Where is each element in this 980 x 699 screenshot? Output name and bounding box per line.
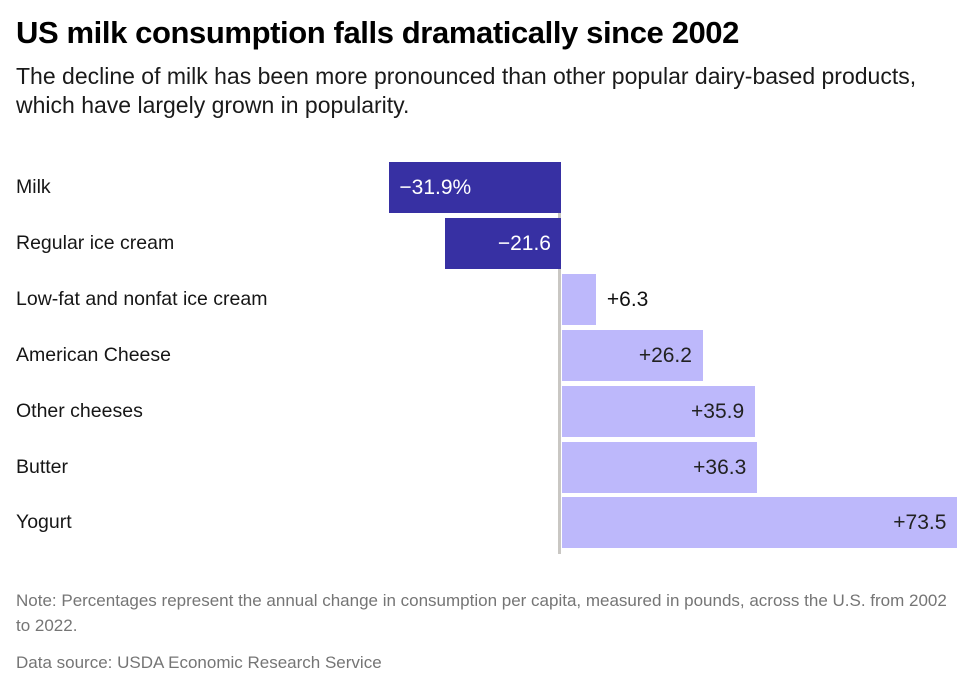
bar-value-label: +73.5: [893, 511, 947, 535]
bar-category-label: Butter: [16, 455, 69, 478]
bar-positive[interactable]: [562, 497, 958, 549]
bar-row: Milk −31.9%: [0, 162, 980, 218]
chart-header: US milk consumption falls dramatically s…: [16, 14, 966, 120]
bar-row: Low-fat and nonfat ice cream +6.3: [0, 273, 980, 330]
bar-negative[interactable]: [444, 217, 561, 269]
bar-value-label: +6.3: [606, 287, 649, 311]
bar-row: Other cheeses +35.9: [0, 385, 980, 442]
bar-category-label: Other cheeses: [16, 399, 143, 422]
bar-category-label: American Cheese: [16, 343, 171, 366]
chart-subtitle: The decline of milk has been more pronou…: [16, 63, 917, 118]
bar-chart-plot-area: Milk −31.9% Regular ice cream −21.6 Low-fat …: [0, 162, 980, 554]
bar-row: Butter +36.3: [0, 441, 980, 498]
bar-positive[interactable]: [562, 329, 703, 381]
bar-value-label: +35.9: [691, 399, 745, 423]
zero-axis-line: [558, 162, 561, 554]
bar-category-label: Milk: [16, 176, 51, 198]
bar-value-label: −21.6: [497, 231, 551, 255]
bar-row: American Cheese +26.2: [0, 329, 980, 386]
bar-value-label: +36.3: [693, 455, 747, 479]
bar-value-label: +26.2: [638, 343, 692, 367]
chart-footer: Note: Percentages represent the annual c…: [16, 588, 960, 675]
bar-row: Yogurt +73.5: [0, 497, 980, 553]
bar-category-label: Low-fat and nonfat ice cream: [16, 287, 268, 310]
chart-source: Data source: USDA Economic Research Serv…: [16, 653, 382, 672]
bar-positive[interactable]: [562, 385, 756, 437]
bar-category-label: Regular ice cream: [16, 231, 175, 254]
bar-category-label: Yogurt: [16, 511, 72, 534]
bar-row: Regular ice cream −21.6: [0, 217, 980, 274]
bar-negative[interactable]: [389, 162, 561, 213]
chart-note: Note: Percentages represent the annual c…: [16, 591, 947, 635]
bar-positive[interactable]: [562, 441, 758, 493]
bar-positive[interactable]: [562, 273, 596, 325]
bar-value-label: −31.9%: [399, 176, 472, 199]
page-title: US milk consumption falls dramatically s…: [16, 15, 739, 50]
